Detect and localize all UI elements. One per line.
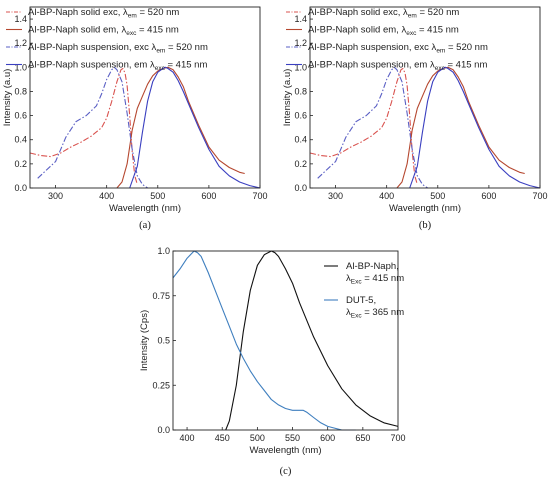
plot-frame — [29, 6, 261, 189]
legend-entry: Al-BP-Naph, — [346, 261, 399, 272]
series-line-3 — [37, 66, 148, 189]
x-tick-label: 300 — [328, 191, 343, 201]
x-axis-label: Wavelength (nm) — [109, 203, 181, 214]
chart-b: 300 400 500 600 700 0.0 0.2 0.4 0.6 0.8 1.0 1.2 1.4 W… — [282, 6, 548, 231]
x-tick-label: 700 — [252, 191, 267, 201]
y-axis-label: Intensity (a.u) — [2, 69, 13, 127]
legend-entry-detail: λExc = 415 nm — [346, 273, 404, 286]
y-tick-label: 0.0 — [14, 183, 27, 193]
y-tick-label: 1.2 — [294, 38, 307, 48]
y-tick-label: 1.4 — [294, 14, 307, 24]
series-line-3 — [317, 66, 428, 189]
legend-entry: Al-BP-Naph solid em, λexc = 415 nm — [28, 25, 179, 38]
y-axis-label: Intensity (a.u) — [282, 69, 293, 127]
legend-entry: Al-BP-Naph suspension, em λexc = 415 nm — [28, 60, 207, 73]
x-tick-label: 500 — [150, 191, 165, 201]
x-tick-label: 650 — [355, 433, 370, 443]
x-axis-label: Wavelength (nm) — [389, 203, 461, 214]
x-tick-label: 700 — [532, 191, 547, 201]
plot-frame — [309, 6, 541, 189]
y-tick-label: 0.4 — [294, 135, 307, 145]
y-tick-label: 0.0 — [294, 183, 307, 193]
x-tick-label: 500 — [250, 433, 265, 443]
series-line-1 — [225, 250, 399, 431]
y-tick-label: 1.0 — [294, 62, 307, 72]
y-tick-label: 0.4 — [14, 135, 27, 145]
legend-entry: Al-BP-Naph solid exc, λem = 520 nm — [308, 7, 459, 20]
series-line-4 — [409, 66, 541, 189]
series-line-4 — [129, 66, 261, 189]
x-tick-label: 500 — [430, 191, 445, 201]
panel-label: (c) — [280, 466, 292, 477]
y-tick-label: 0.5 — [157, 336, 170, 346]
y-tick-label: 0.6 — [294, 111, 307, 121]
y-tick-label: 0.6 — [14, 111, 27, 121]
legend-entry: Al-BP-Naph suspension, exc λem = 520 nm — [308, 42, 488, 55]
y-tick-label: 0.2 — [294, 159, 307, 169]
x-tick-label: 400 — [99, 191, 114, 201]
legend-entry-detail: λExc = 365 nm — [346, 307, 404, 320]
panel-label: (b) — [419, 220, 432, 231]
series-line-1 — [309, 67, 418, 185]
y-axis-label: Intensity (Cps) — [139, 310, 150, 371]
panel-label: (a) — [139, 220, 151, 231]
legend-entry: Al-BP-Naph suspension, em λexc = 415 nm — [308, 60, 487, 73]
y-tick-label: 0.2 — [14, 159, 27, 169]
legend-entry: Al-BP-Naph solid em, λexc = 415 nm — [308, 25, 459, 38]
x-axis-label: Wavelength (nm) — [250, 445, 322, 456]
x-tick-label: 300 — [48, 191, 63, 201]
x-tick-label: 600 — [320, 433, 335, 443]
legend-entry: Al-BP-Naph solid exc, λem = 520 nm — [28, 7, 179, 20]
series-line-2 — [116, 66, 245, 189]
y-tick-label: 1.0 — [14, 62, 27, 72]
series-line-2 — [172, 250, 356, 431]
chart-a: 300 400 500 600 700 0.0 0.2 0.4 0.6 0.8 1.0 1.2 1.4 W… — [2, 6, 268, 231]
y-tick-label: 1.4 — [14, 14, 27, 24]
y-tick-label: 1.0 — [157, 246, 170, 256]
y-tick-label: 0.25 — [152, 380, 170, 390]
x-tick-label: 600 — [481, 191, 496, 201]
x-tick-label: 450 — [215, 433, 230, 443]
x-tick-label: 400 — [180, 433, 195, 443]
x-tick-label: 700 — [390, 433, 405, 443]
x-tick-label: 550 — [285, 433, 300, 443]
y-tick-label: 0.75 — [152, 291, 170, 301]
x-tick-label: 600 — [201, 191, 216, 201]
legend-entry: DUT-5, — [346, 295, 376, 306]
chart-c: 400 450 500 550 600 650 700 0.0 0.25 0.5 0.75 1.0 Wa… — [139, 246, 406, 477]
y-tick-label: 0.8 — [294, 86, 307, 96]
x-tick-label: 400 — [379, 191, 394, 201]
series-line-1 — [29, 67, 138, 185]
y-tick-label: 0.0 — [157, 425, 170, 435]
y-tick-label: 1.2 — [14, 38, 27, 48]
legend-entry: Al-BP-Naph suspension, exc λem = 520 nm — [28, 42, 208, 55]
series-line-2 — [396, 66, 525, 189]
y-tick-label: 0.8 — [14, 86, 27, 96]
